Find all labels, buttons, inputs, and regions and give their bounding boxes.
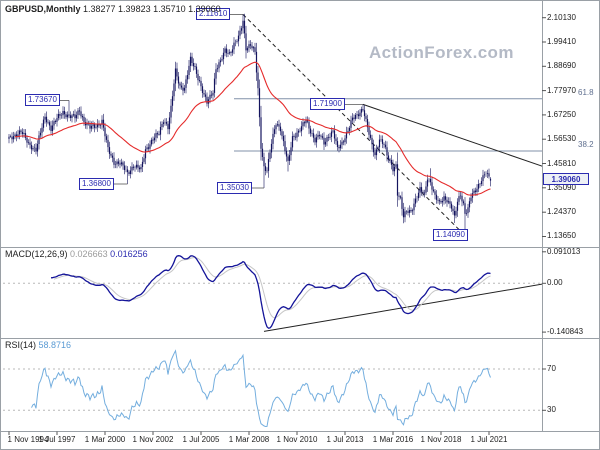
macd-signal-value: 0.016256: [110, 249, 148, 259]
symbol-header: GBPUSD,Monthly 1.38277 1.39823 1.35710 1…: [5, 4, 221, 14]
rsi-name: RSI(14): [5, 340, 37, 350]
ohlc-readout: 1.38277 1.39823 1.35710 1.39060: [83, 4, 221, 14]
macd-name: MACD(12,26,9): [5, 249, 68, 259]
macd-main-value: 0.026663: [70, 249, 108, 259]
current-price-tag: 1.39060: [543, 172, 589, 185]
fib-level-382-label: 38.2: [578, 140, 594, 149]
symbol-title: GBPUSD,Monthly: [5, 4, 81, 14]
fib-level-618-label: 61.8: [578, 87, 594, 97]
rsi-indicator-label: RSI(14) 58.8716: [5, 340, 71, 350]
watermark: ActionForex.com: [369, 43, 514, 62]
rsi-value: 58.8716: [38, 340, 72, 350]
macd-indicator-label: MACD(12,26,9) 0.026663 0.016256: [5, 249, 148, 259]
